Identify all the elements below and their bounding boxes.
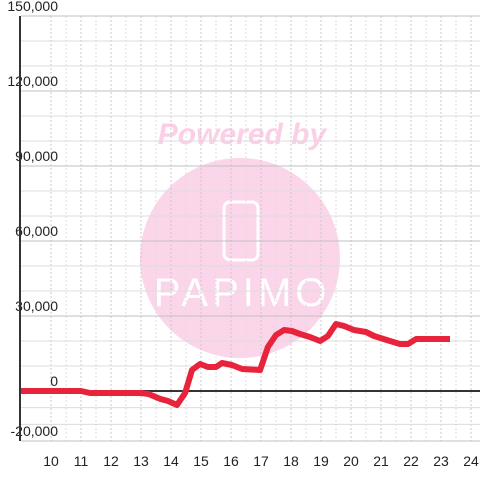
plot <box>21 321 450 408</box>
watermark-circle <box>140 158 340 358</box>
x-tick-label: 11 <box>74 453 89 469</box>
y-tick-label: -20,000 <box>11 423 59 439</box>
line-series <box>21 321 450 408</box>
x-tick-label: 16 <box>223 453 239 469</box>
y-tick-label: 150,000 <box>7 0 58 14</box>
y-tick-label: 60,000 <box>15 223 58 239</box>
watermark-icon <box>222 200 260 262</box>
x-tick-label: 22 <box>403 453 419 469</box>
x-tick-label: 19 <box>313 453 329 469</box>
x-tick-label: 15 <box>193 453 209 469</box>
x-tick-label: 12 <box>103 453 119 469</box>
x-tick-label: 13 <box>133 453 149 469</box>
watermark-logo: PAPIMO <box>154 271 331 315</box>
x-tick-label: 17 <box>253 453 269 469</box>
y-tick-label: 30,000 <box>15 298 58 314</box>
x-tick-label: 14 <box>163 453 179 469</box>
y-tick-label: 120,000 <box>7 73 58 89</box>
x-tick-label: 23 <box>433 453 449 469</box>
x-tick-label: 20 <box>343 453 359 469</box>
y-tick-label: 0 <box>50 373 58 389</box>
y-tick-label: 90,000 <box>15 148 58 164</box>
x-tick-label: 18 <box>283 453 299 469</box>
x-tick-label: 21 <box>373 453 389 469</box>
x-tick-label: 24 <box>463 453 479 469</box>
x-tick-label: 10 <box>43 453 59 469</box>
watermark-title: Powered by <box>158 118 328 151</box>
